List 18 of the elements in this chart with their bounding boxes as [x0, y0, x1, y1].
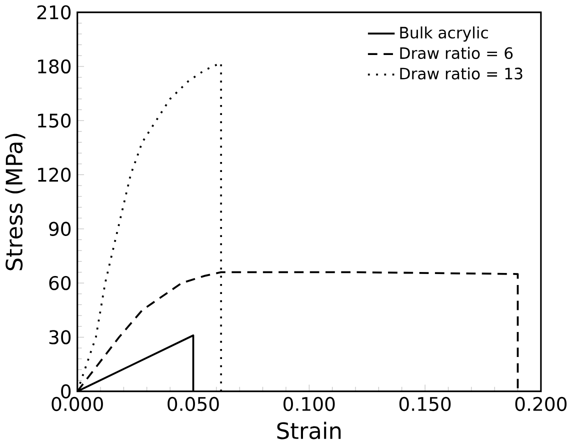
y-tick-label: 90	[49, 222, 71, 236]
y-tick-label: 0	[61, 384, 71, 398]
legend-label: Bulk acrylic	[400, 26, 488, 42]
y-tick-label: 60	[49, 276, 71, 290]
y-tick-label: 30	[49, 330, 71, 344]
x-tick-label: 0.200	[515, 396, 567, 411]
y-tick-label: 120	[38, 167, 71, 182]
x-tick-label: 0.100	[284, 396, 335, 411]
x-axis-title: Strain	[277, 422, 341, 440]
x-tick-label: 0.050	[168, 396, 219, 411]
y-tick-label: 180	[38, 59, 71, 74]
x-tick-label: 0.000	[52, 396, 103, 411]
y-axis-title: Stress (MPa)	[5, 134, 26, 270]
legend-label: Draw ratio = 13	[400, 67, 522, 80]
x-tick-label: 0.150	[399, 396, 451, 411]
y-tick-label: 210	[37, 4, 71, 20]
legend-label: Draw ratio = 6	[400, 46, 513, 59]
y-tick-label: 150	[38, 113, 71, 128]
